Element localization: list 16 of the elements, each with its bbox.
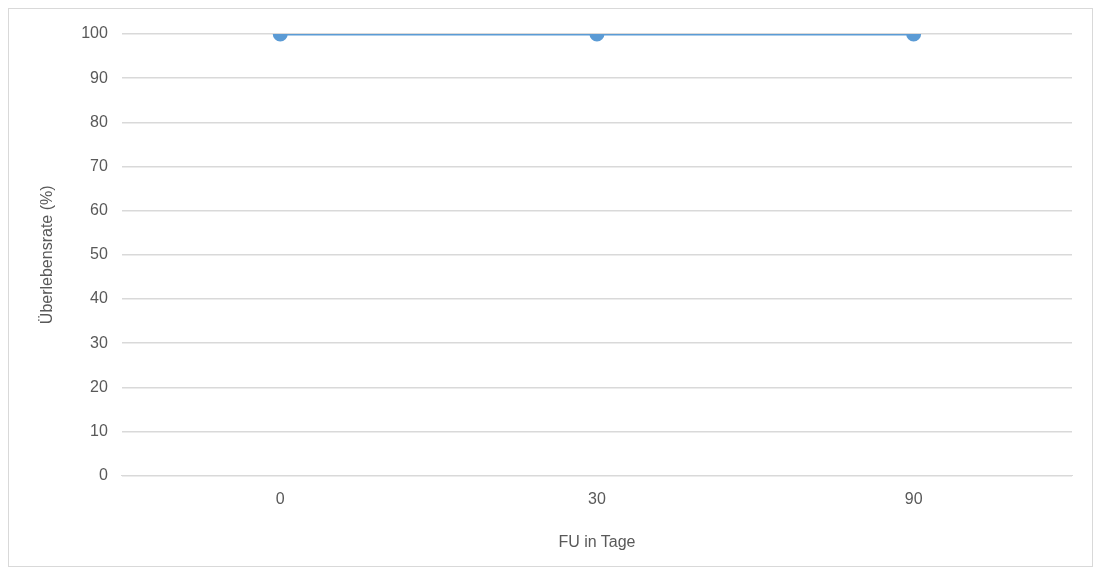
y-tick-label: 20 <box>90 377 108 395</box>
y-axis-title: Überlebensrate (%) <box>38 185 56 325</box>
x-tick-label: 90 <box>904 489 923 507</box>
y-tick-label: 70 <box>90 156 108 174</box>
y-tick-label: 10 <box>90 421 108 439</box>
y-tick-label: 30 <box>90 333 108 351</box>
y-tick-label: 60 <box>90 201 108 219</box>
x-axis-title: FU in Tage <box>558 532 636 550</box>
y-tick-label: 50 <box>90 245 108 263</box>
y-tick-label: 80 <box>90 112 108 130</box>
y-tick-label: 0 <box>98 466 108 484</box>
y-tick-label: 40 <box>90 289 108 307</box>
y-tick-label: 90 <box>90 68 108 86</box>
y-tick-label: 100 <box>81 24 108 42</box>
x-tick-label: 30 <box>588 489 606 507</box>
x-tick-label: 0 <box>275 489 285 507</box>
